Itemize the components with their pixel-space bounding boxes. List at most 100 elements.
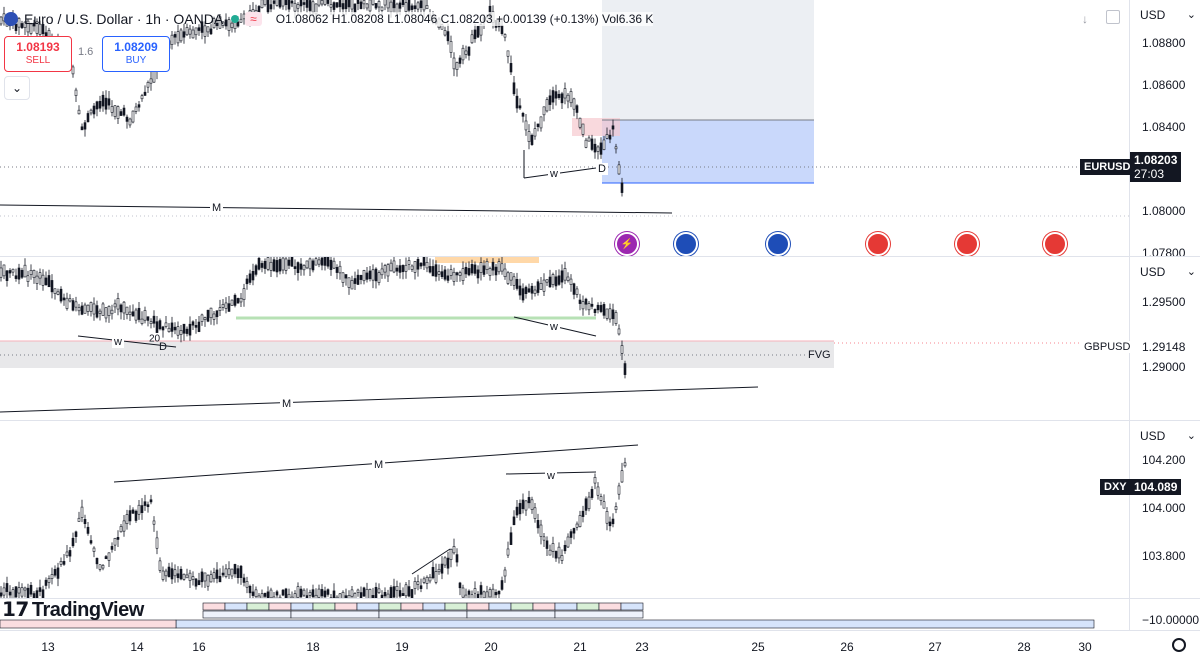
candle-body bbox=[546, 100, 548, 111]
candle-body bbox=[423, 257, 425, 265]
eu-flag-icon[interactable] bbox=[766, 232, 790, 256]
axis-unit[interactable]: USD bbox=[1140, 8, 1165, 22]
dxy-price-axis[interactable]: USD ⌄ 104.200 104.000 103.800 104.089 bbox=[1129, 421, 1200, 598]
candle-body bbox=[192, 322, 194, 325]
m-annotation: M bbox=[280, 398, 293, 410]
candle-body bbox=[84, 519, 86, 523]
time-label: 20 bbox=[484, 640, 497, 654]
lightning-event-icon[interactable]: ⚡ bbox=[615, 232, 639, 256]
candle-body bbox=[558, 276, 560, 285]
axis-unit[interactable]: USD bbox=[1140, 265, 1165, 279]
oscillator-bar bbox=[489, 603, 511, 610]
candle-body bbox=[570, 91, 572, 102]
candle-body bbox=[585, 299, 587, 304]
candle-body bbox=[558, 94, 560, 97]
axis-unit[interactable]: USD bbox=[1140, 429, 1165, 443]
ohlc-values: O1.08062 H1.08208 L1.08046 C1.08203 +0.0… bbox=[276, 12, 654, 26]
eurusd-pane[interactable]: M w D Euro / U.S. Dollar · 1h · OANDA ≈ … bbox=[0, 0, 1200, 256]
candle-body bbox=[528, 497, 530, 502]
candle-body bbox=[114, 538, 116, 545]
candle-body bbox=[87, 113, 89, 121]
candle-body bbox=[261, 263, 263, 267]
candle-body bbox=[348, 278, 350, 288]
candle-body bbox=[174, 34, 176, 37]
candle-body bbox=[447, 32, 449, 41]
oscillator-bar bbox=[247, 603, 269, 610]
sell-button[interactable]: 1.08193 SELL bbox=[4, 36, 72, 72]
candle-body bbox=[39, 588, 41, 592]
candle-body bbox=[507, 273, 509, 284]
candle-body bbox=[291, 1, 293, 3]
eurusd-price-axis[interactable]: USD ⌄ 1.08800 1.08600 1.08400 1.08000 1.… bbox=[1129, 0, 1200, 256]
buy-price: 1.08209 bbox=[103, 40, 169, 54]
dxy-pane[interactable]: M w USD ⌄ 104.200 104.000 103.800 104.08… bbox=[0, 421, 1200, 598]
tick: 1.08000 bbox=[1142, 204, 1185, 218]
oscillator-axis[interactable]: −10.00000 bbox=[1129, 599, 1200, 630]
collapse-chevron-icon[interactable]: ⌄ bbox=[4, 76, 30, 100]
oscillator-bar bbox=[577, 603, 599, 610]
chart-title[interactable]: Euro / U.S. Dollar · 1h · OANDA bbox=[24, 11, 223, 27]
candle-body bbox=[36, 276, 38, 283]
chevron-down-icon[interactable]: ⌄ bbox=[1187, 8, 1196, 21]
candle-body bbox=[174, 327, 176, 330]
approx-icon[interactable]: ≈ bbox=[245, 12, 262, 26]
candle-body bbox=[357, 590, 359, 593]
candle-body bbox=[228, 569, 230, 575]
us-flag-icon[interactable] bbox=[1043, 232, 1067, 256]
candle-body bbox=[420, 586, 422, 589]
candle-body bbox=[276, 0, 278, 5]
candle-body bbox=[39, 273, 41, 278]
candle-body bbox=[426, 262, 428, 268]
candle-body bbox=[507, 549, 509, 555]
candle-body bbox=[90, 540, 92, 543]
oscillator-bar bbox=[467, 603, 489, 610]
candle-body bbox=[447, 558, 449, 568]
candle-body bbox=[375, 587, 377, 598]
candle-body bbox=[363, 0, 365, 4]
oscillator-bar bbox=[291, 611, 379, 618]
us-flag-icon[interactable] bbox=[866, 232, 890, 256]
candle-body bbox=[162, 327, 164, 330]
candle-body bbox=[309, 592, 311, 595]
us-flag-icon[interactable] bbox=[955, 232, 979, 256]
tick: 1.29000 bbox=[1142, 360, 1185, 374]
settings-gear-icon[interactable] bbox=[1172, 638, 1186, 652]
candle-body bbox=[414, 261, 416, 272]
candle-body bbox=[171, 35, 173, 44]
candle-body bbox=[114, 106, 116, 117]
chevron-down-icon[interactable]: ⌄ bbox=[1187, 429, 1196, 442]
candle-body bbox=[468, 268, 470, 275]
eu-flag-icon[interactable] bbox=[674, 232, 698, 256]
gbpusd-chart[interactable] bbox=[0, 257, 1130, 420]
candle-body bbox=[606, 135, 608, 139]
maximize-icon[interactable] bbox=[1106, 10, 1120, 24]
candle-body bbox=[621, 183, 623, 193]
candle-body bbox=[105, 557, 107, 559]
candle-body bbox=[411, 589, 413, 598]
candle-body bbox=[579, 515, 581, 526]
candle-body bbox=[237, 298, 239, 303]
buy-button[interactable]: 1.08209 BUY bbox=[102, 36, 170, 72]
candle-body bbox=[321, 589, 323, 596]
candle-body bbox=[405, 585, 407, 596]
arrow-down-icon[interactable]: ↓ bbox=[1082, 12, 1088, 26]
chevron-down-icon[interactable]: ⌄ bbox=[1187, 265, 1196, 278]
candle-body bbox=[612, 310, 614, 319]
candle-body bbox=[603, 502, 605, 509]
gbpusd-price-axis[interactable]: USD ⌄ 1.29500 1.29000 1.29148 bbox=[1129, 257, 1200, 420]
candle-body bbox=[228, 304, 230, 312]
candle-body bbox=[108, 553, 110, 561]
dxy-chart[interactable] bbox=[0, 421, 1130, 598]
candle-body bbox=[249, 586, 251, 593]
candle-body bbox=[522, 289, 524, 300]
candle-body bbox=[450, 270, 452, 276]
gbpusd-pane[interactable]: w 20 D w M FVG USD ⌄ 1.29500 1.29000 1.2… bbox=[0, 257, 1200, 420]
candle-body bbox=[540, 283, 542, 289]
candle-body bbox=[102, 95, 104, 106]
candle-body bbox=[210, 575, 212, 582]
candle-body bbox=[186, 575, 188, 578]
candle-body bbox=[171, 569, 173, 579]
candle-body bbox=[525, 121, 527, 130]
